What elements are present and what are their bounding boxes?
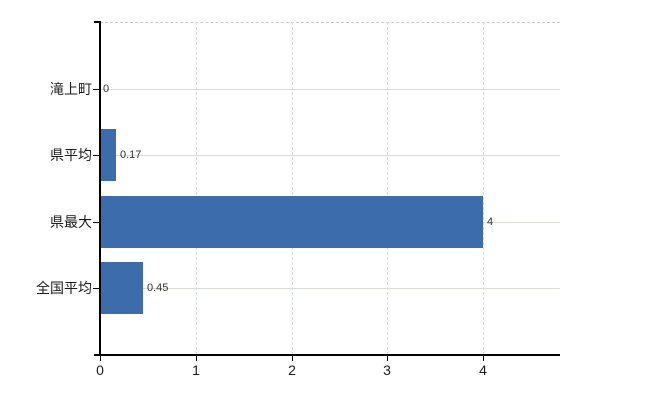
x-tick [100,356,101,361]
category-label: 全国平均 [36,280,92,296]
y-axis-top-tick [94,21,100,23]
y-tick [93,89,100,90]
h-gridline [100,155,560,156]
x-tick-label: 4 [479,362,487,378]
x-tick-label: 2 [288,362,296,378]
category-label: 滝上町 [50,81,92,97]
x-axis [94,354,560,356]
v-gridline [483,22,484,355]
x-tick-label: 0 [96,362,104,378]
category-label: 県最大 [50,214,92,230]
category-label: 県平均 [50,147,92,163]
h-gridline [100,288,560,289]
h-gridline [100,89,560,90]
x-tick-label: 3 [383,362,391,378]
x-tick [196,356,197,361]
value-label: 0.45 [147,282,169,294]
y-tick [93,155,100,156]
value-label: 4 [487,216,494,228]
bar [100,196,483,248]
y-axis [99,21,101,356]
y-tick [93,222,100,223]
x-tick [387,356,388,361]
v-gridline [291,22,293,355]
plot-area [100,22,560,355]
bar [100,129,116,181]
v-gridline [195,22,197,355]
x-tick [292,356,293,361]
bar [100,262,143,314]
value-label: 0.17 [120,149,142,161]
x-tick-label: 1 [192,362,200,378]
v-gridline [387,22,389,355]
y-tick [93,288,100,289]
value-label: 0 [103,83,110,95]
x-tick [483,356,484,361]
